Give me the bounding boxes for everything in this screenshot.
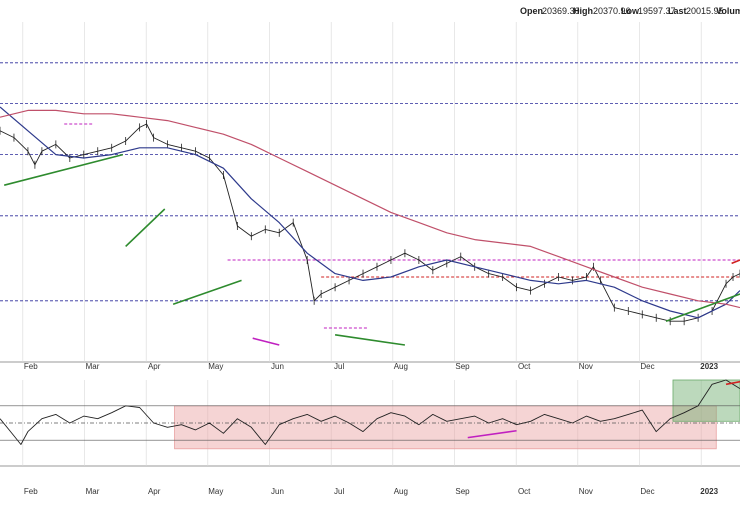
series-line-price [0, 379, 740, 445]
x-tick-label: Oct [518, 362, 531, 371]
x-tick-label: Mar [86, 362, 100, 371]
x-tick-label: Nov [579, 362, 593, 371]
high-label: High [573, 6, 593, 16]
x-tick-label: Jul [334, 487, 344, 496]
x-tick-label: Sep [455, 362, 470, 371]
trendline-resistance [731, 259, 740, 265]
x-tick-label: Jun [271, 362, 284, 371]
low-label: Low [621, 6, 640, 16]
open-value: 20369.30 [542, 6, 580, 16]
x-tick-label: Dec [640, 362, 654, 371]
x-tick-label: May [208, 487, 223, 496]
x-tick-label: Apr [148, 487, 161, 496]
x-tick-label: May [208, 362, 223, 371]
x-tick-label: Oct [518, 487, 531, 496]
trendline-support-trend [3, 153, 124, 186]
highlight-zone [174, 405, 717, 450]
x-tick-label: 2023 [700, 487, 718, 496]
trendline-divergence [252, 337, 280, 346]
x-tick-label: Jun [271, 487, 284, 496]
trendline-support-trend [125, 208, 166, 247]
volume-label: Volum [716, 6, 740, 16]
trendline-divergence [467, 429, 517, 439]
open-label: Open [520, 6, 543, 16]
trendline-support-trend [334, 334, 406, 346]
x-tick-label: Aug [394, 487, 408, 496]
x-tick-label: Sep [455, 487, 470, 496]
x-tick-label: Mar [86, 487, 100, 496]
last-label: Last [668, 6, 687, 16]
x-tick-label: Nov [579, 487, 593, 496]
x-tick-label: Feb [24, 487, 38, 496]
x-tick-label: Apr [148, 362, 161, 371]
x-tick-label: Dec [640, 487, 654, 496]
trendline-support-trend [665, 293, 740, 322]
trendline-support-trend [172, 279, 242, 305]
trendline-resistance [725, 380, 740, 386]
series-line-ma-long [0, 109, 740, 309]
x-tick-label: Feb [24, 362, 38, 371]
series-line-ma-short [0, 106, 740, 319]
x-tick-label: 2023 [700, 362, 718, 371]
last-value: 20015.95 [686, 6, 724, 16]
low-value: 19597.37 [638, 6, 676, 16]
x-tick-label: Aug [394, 362, 408, 371]
high-value: 20370.96 [593, 6, 631, 16]
highlight-zone [672, 379, 740, 422]
x-tick-label: Jul [334, 362, 344, 371]
